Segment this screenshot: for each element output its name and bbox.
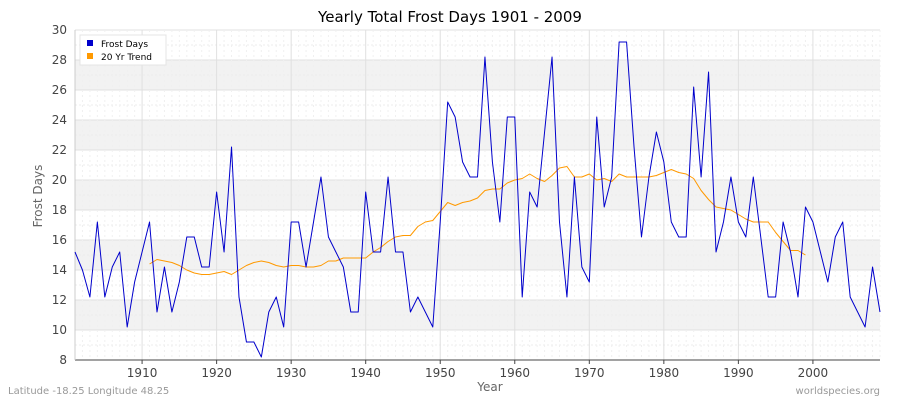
series-group — [74, 41, 881, 358]
y-tick-label: 18 — [52, 203, 67, 217]
axes: 8 10 12 14 16 18 20 22 24 26 28 30 1910 1920 1930 1940 1… — [52, 23, 880, 380]
y-tick-label: 8 — [59, 353, 67, 367]
y-tick-label: 22 — [52, 143, 67, 157]
y-axis-label: Frost Days — [31, 165, 45, 228]
x-tick-label: 1910 — [127, 366, 158, 380]
legend-swatch-trend — [87, 53, 93, 59]
x-tick-label: 1930 — [276, 366, 307, 380]
x-tick-label: 1940 — [350, 366, 381, 380]
x-axis-label: Year — [476, 380, 502, 394]
legend-swatch-frost-days — [87, 40, 93, 46]
x-tick-label: 2000 — [798, 366, 829, 380]
y-tick-label: 14 — [52, 263, 67, 277]
x-tick-label: 1980 — [649, 366, 680, 380]
grid — [74, 29, 881, 361]
footer-location: Latitude -18.25 Longitude 48.25 — [8, 386, 169, 397]
y-tick-label: 24 — [52, 113, 67, 127]
footer-source: worldspecies.org — [796, 386, 880, 397]
y-tick-label: 28 — [52, 53, 67, 67]
series-line-frost-days — [74, 41, 881, 358]
legend-label-trend: 20 Yr Trend — [101, 53, 152, 63]
y-tick-label: 16 — [52, 233, 67, 247]
x-tick-label: 1920 — [201, 366, 232, 380]
chart-title: Yearly Total Frost Days 1901 - 2009 — [317, 8, 582, 26]
series-line-20yr-trend — [149, 166, 806, 275]
y-tick-label: 26 — [52, 83, 67, 97]
x-tick-label: 1950 — [425, 366, 456, 380]
y-tick-label: 20 — [52, 173, 67, 187]
y-tick-label: 10 — [52, 323, 67, 337]
legend-box — [79, 34, 167, 66]
x-tick-label: 1970 — [574, 366, 605, 380]
y-tick-label: 12 — [52, 293, 67, 307]
legend-label-frost-days: Frost Days — [101, 40, 148, 50]
x-tick-label: 1990 — [723, 366, 754, 380]
x-tick-label: 1960 — [499, 366, 530, 380]
legend: Frost Days 20 Yr Trend — [79, 34, 167, 66]
y-tick-label: 30 — [52, 23, 67, 37]
